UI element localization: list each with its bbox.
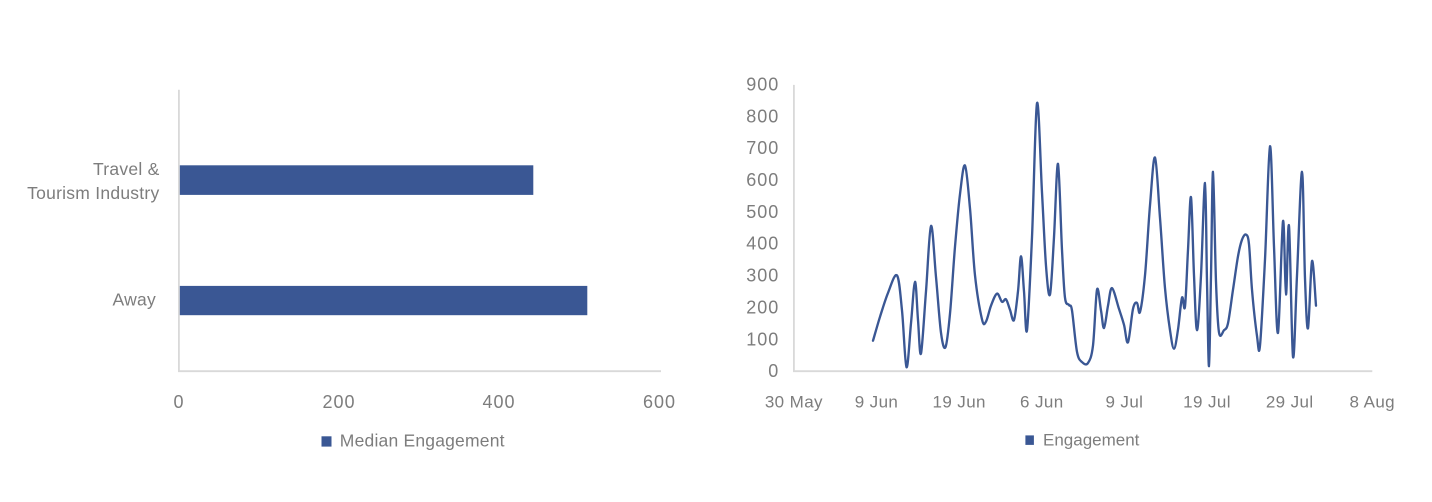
svg-text:Travel &: Travel & (93, 159, 160, 179)
svg-text:500: 500 (746, 202, 779, 222)
svg-text:700: 700 (746, 138, 779, 158)
svg-text:6 Jun: 6 Jun (1020, 392, 1064, 411)
svg-text:900: 900 (746, 74, 779, 94)
svg-text:300: 300 (746, 266, 779, 286)
svg-text:0: 0 (173, 392, 184, 412)
svg-text:Engagement: Engagement (1043, 430, 1140, 449)
svg-text:9 Jul: 9 Jul (1105, 392, 1143, 411)
svg-text:Tourism Industry: Tourism Industry (27, 183, 159, 203)
svg-text:Away: Away (113, 290, 156, 310)
svg-text:19 Jun: 19 Jun (932, 392, 985, 411)
svg-text:600: 600 (643, 392, 676, 412)
svg-text:200: 200 (322, 392, 355, 412)
svg-text:400: 400 (482, 392, 515, 412)
svg-text:800: 800 (746, 106, 779, 126)
svg-text:100: 100 (746, 329, 779, 349)
svg-text:Median Engagement: Median Engagement (340, 431, 505, 451)
svg-text:600: 600 (746, 170, 779, 190)
svg-text:400: 400 (746, 234, 779, 254)
svg-text:8 Aug: 8 Aug (1350, 392, 1396, 411)
svg-text:29 Jul: 29 Jul (1266, 392, 1314, 411)
svg-text:200: 200 (746, 298, 779, 318)
svg-text:30 May: 30 May (765, 392, 823, 411)
svg-text:9 Jun: 9 Jun (855, 392, 899, 411)
svg-text:0: 0 (768, 361, 779, 381)
svg-text:19 Jul: 19 Jul (1183, 392, 1231, 411)
